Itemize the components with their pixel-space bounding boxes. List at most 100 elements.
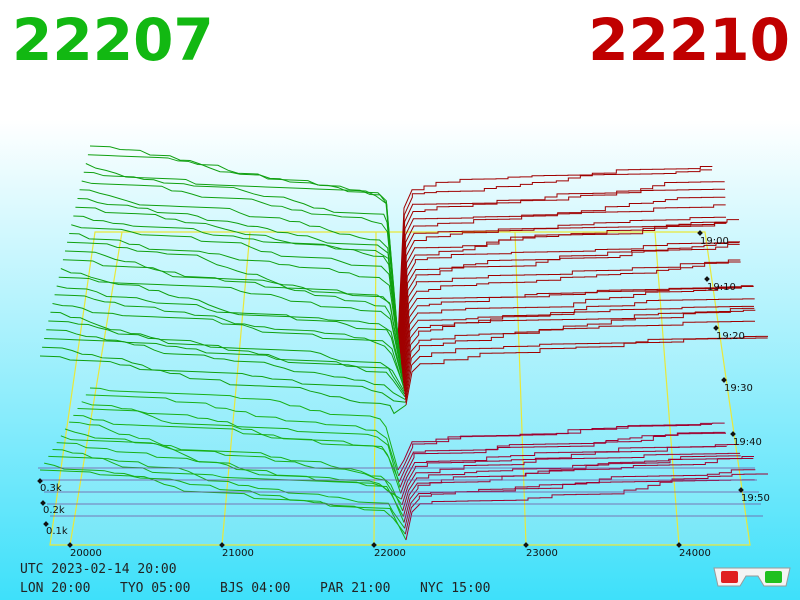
tick-dot — [697, 230, 703, 236]
bid-curve — [42, 346, 406, 403]
bid-curve — [89, 387, 399, 471]
ask-curve — [397, 166, 713, 343]
tick-dot — [219, 542, 225, 548]
bid-curve — [64, 428, 403, 506]
ask-curve — [400, 444, 740, 500]
ask-curve — [399, 204, 726, 354]
bid-curve — [48, 455, 406, 529]
price-label: 24000 — [679, 548, 711, 559]
bid-curve — [60, 268, 404, 379]
ask-curve — [402, 261, 741, 378]
bid-curve — [64, 250, 403, 373]
bid-curve — [89, 145, 399, 341]
zone-clock: BJS 04:00 — [220, 581, 290, 596]
bid-curve — [48, 320, 406, 395]
ask-curve — [399, 222, 727, 359]
grid-line — [654, 231, 680, 546]
bid-curve — [44, 338, 406, 401]
bid-curve — [52, 303, 405, 389]
ask-curve — [402, 457, 754, 517]
price-label: 23000 — [526, 548, 558, 559]
bid-curve — [71, 224, 402, 365]
3d-glasses — [713, 567, 791, 587]
bid-curve — [56, 442, 404, 517]
volume-label: 0.3k — [40, 483, 62, 494]
bid-curve — [69, 233, 402, 368]
tick-dot — [721, 377, 727, 383]
bid-curve — [56, 285, 404, 384]
ask-curve — [404, 320, 755, 397]
ask-curve — [400, 242, 740, 368]
bid-curve — [39, 355, 407, 415]
ask-curve — [397, 169, 712, 341]
bid-curve — [77, 408, 401, 488]
ask-price: 22210 — [588, 6, 790, 74]
tick-dot — [730, 431, 736, 437]
price-label: 22000 — [374, 548, 406, 559]
lens-green — [765, 571, 782, 583]
bid-price: 22207 — [12, 6, 214, 74]
time-label: 19:20 — [716, 331, 745, 342]
bid-curve — [73, 414, 402, 494]
tick-dot — [371, 542, 377, 548]
ask-curve — [405, 335, 768, 406]
time-label: 19:40 — [733, 437, 762, 448]
ask-curve — [400, 445, 727, 494]
bid-curve — [79, 189, 401, 354]
ask-curve — [399, 432, 726, 488]
tick-dot — [67, 542, 73, 548]
bid-curve — [50, 311, 405, 392]
ask-curve — [403, 286, 754, 387]
time-label: 19:00 — [700, 236, 729, 247]
bid-curve — [54, 294, 405, 387]
depth-curves — [38, 145, 768, 541]
zone-clock: NYC 15:00 — [420, 581, 490, 596]
price-label: 20000 — [70, 548, 102, 559]
ask-curve — [401, 241, 740, 373]
tick-dot — [738, 487, 744, 493]
volume-label: 0.1k — [46, 526, 68, 537]
ask-curve — [400, 219, 739, 365]
tick-dot — [676, 542, 682, 548]
bid-curve — [39, 469, 407, 541]
zone-clock: TYO 05:00 — [120, 581, 190, 596]
tick-dot — [704, 276, 710, 282]
ask-curve — [404, 309, 756, 400]
bid-curve — [73, 215, 402, 362]
ask-curve — [401, 259, 741, 376]
lens-red — [721, 571, 738, 583]
volume-label: 0.2k — [43, 505, 65, 516]
ask-curve — [401, 243, 740, 370]
time-label: 19:30 — [724, 383, 753, 394]
bid-curve — [44, 462, 406, 535]
ask-curve — [399, 216, 726, 357]
grid-line — [514, 231, 527, 546]
bid-curve — [77, 198, 401, 357]
bid-curve — [87, 154, 399, 343]
ask-curve — [398, 431, 726, 482]
ask-curve — [402, 285, 754, 384]
bid-curve — [83, 171, 400, 349]
ask-curve — [397, 423, 712, 471]
bid-curve — [67, 241, 403, 370]
ask-curve — [398, 188, 725, 349]
time-label: 19:50 — [741, 493, 770, 504]
ask-curve — [398, 422, 725, 477]
ask-curve — [403, 455, 754, 523]
bid-curve — [81, 401, 400, 482]
ask-curve — [405, 473, 768, 541]
grid-line — [373, 231, 377, 546]
utc-clock: UTC 2023-02-14 20:00 — [20, 562, 177, 577]
bid-curve — [81, 180, 400, 351]
zone-clock: LON 20:00 — [20, 581, 90, 596]
tick-dot — [43, 521, 49, 527]
bid-curve — [46, 329, 406, 398]
bid-curve — [85, 394, 400, 476]
ask-curve — [398, 181, 725, 346]
tick-dot — [713, 325, 719, 331]
ask-curve — [404, 298, 755, 395]
time-label: 19:10 — [707, 282, 736, 293]
ask-curve — [401, 452, 740, 506]
zone-clock: PAR 21:00 — [320, 581, 390, 596]
